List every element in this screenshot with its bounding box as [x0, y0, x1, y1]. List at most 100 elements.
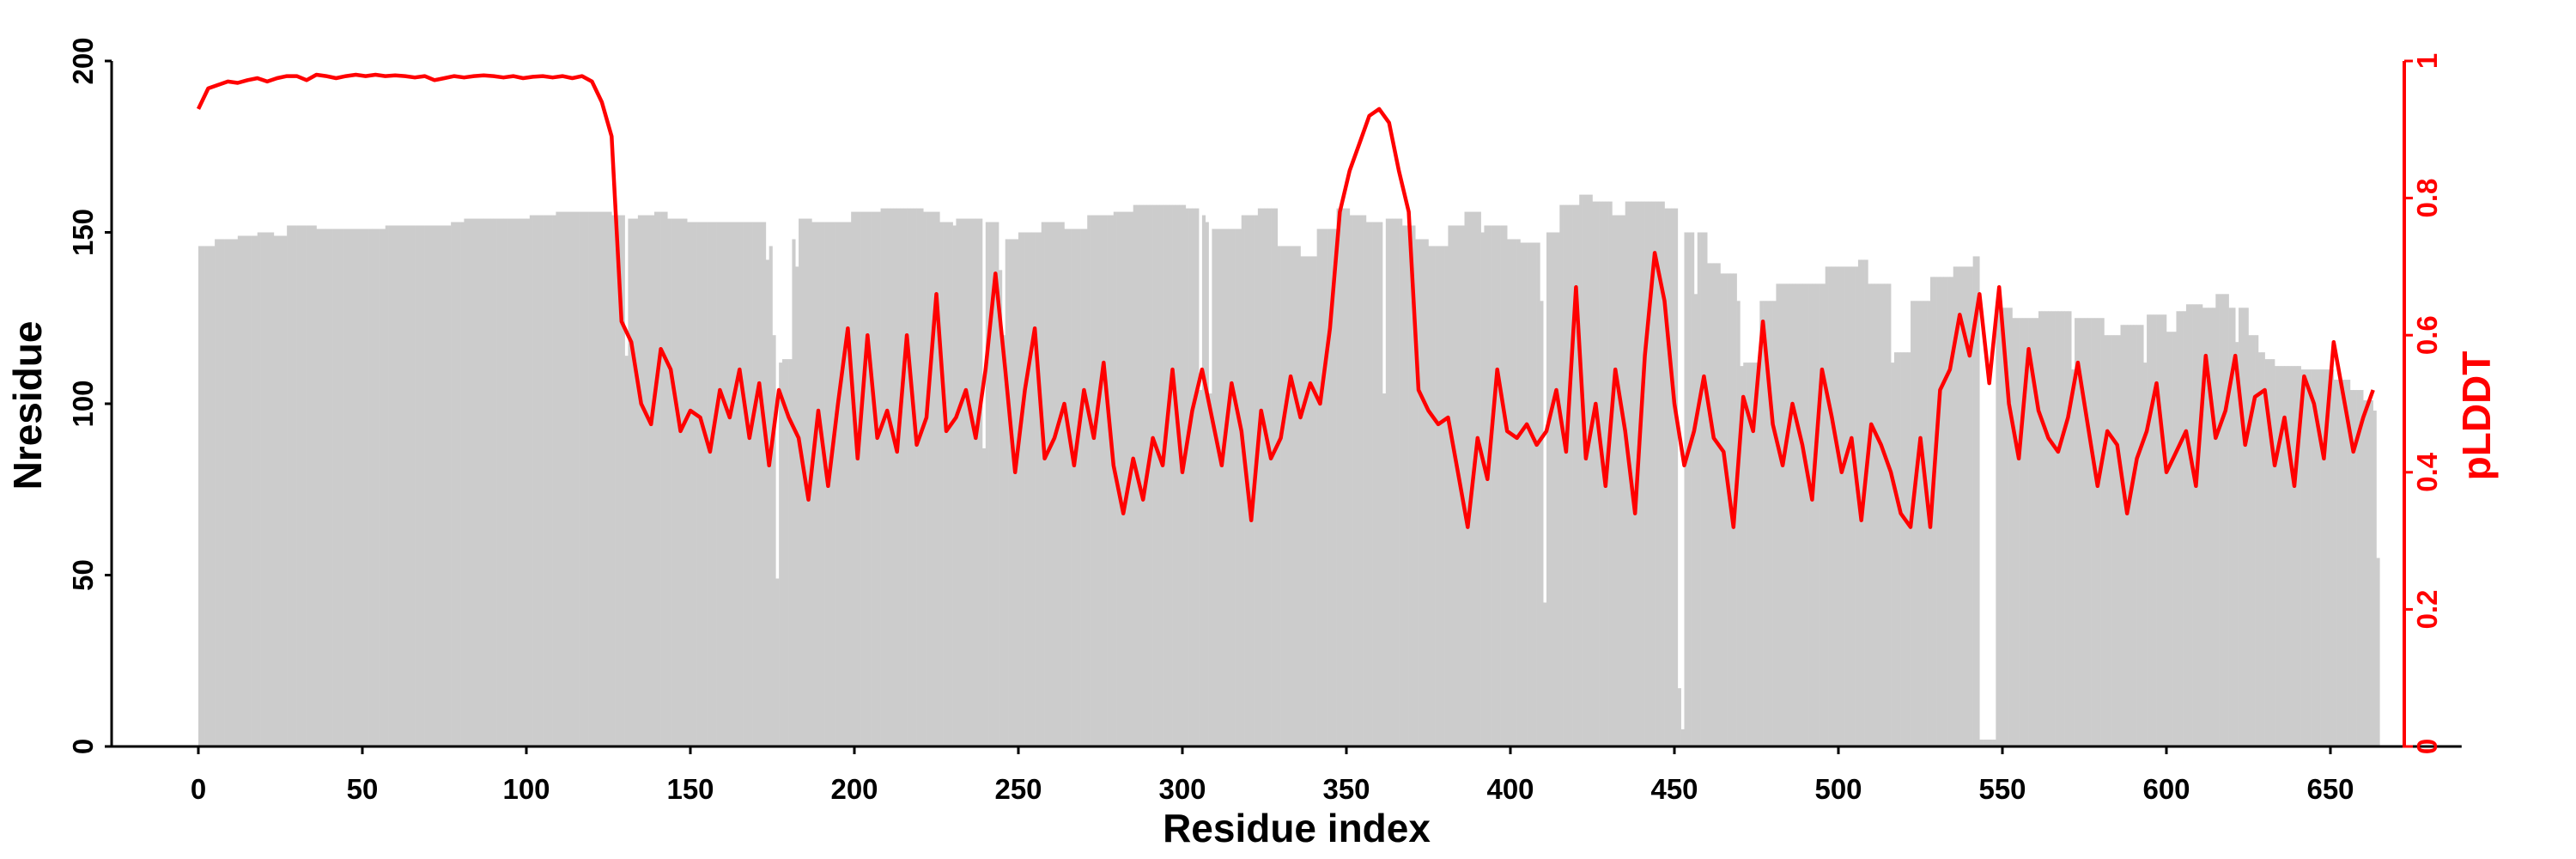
nresidue-bar [2353, 390, 2357, 746]
nresidue-bar [1303, 256, 1308, 746]
nresidue-bar [1359, 215, 1364, 747]
nresidue-bar [545, 215, 550, 747]
nresidue-bar [2324, 369, 2328, 746]
nresidue-bar [1871, 283, 1875, 747]
nresidue-bar [2176, 311, 2180, 746]
nresidue-bar [1992, 740, 1996, 746]
nresidue-bar [1536, 242, 1540, 747]
nresidue-bar [552, 215, 556, 747]
nresidue-bar [871, 211, 875, 746]
nresidue-bar [653, 211, 659, 746]
nresidue-bar [2179, 311, 2184, 746]
x-tick-label: 600 [2142, 773, 2190, 805]
nresidue-bar [221, 239, 225, 747]
nresidue-bar [1644, 201, 1649, 747]
nresidue-bar [336, 228, 340, 746]
x-tick-label: 400 [1486, 773, 1534, 805]
nresidue-bar [523, 218, 527, 747]
nresidue-bar [716, 222, 720, 746]
nresidue-bar [641, 215, 645, 747]
nresidue-bar [355, 228, 360, 746]
x-tick-label: 650 [2306, 773, 2354, 805]
nresidue-bar [598, 211, 603, 746]
nresidue-bar [736, 222, 740, 746]
nresidue-bar [1152, 204, 1157, 746]
nresidue-bar [939, 222, 944, 746]
nresidue-bar [1612, 215, 1616, 747]
nresidue-bar [2376, 557, 2380, 746]
nresidue-bar [1621, 215, 1625, 747]
nresidue-bar [1917, 301, 1921, 746]
nresidue-bar [1064, 228, 1068, 746]
y-tick-label-right: 0.2 [2411, 589, 2443, 629]
nresidue-bar [1619, 215, 1623, 747]
nresidue-bar [257, 232, 261, 746]
nresidue-bar [464, 218, 468, 747]
nresidue-bar [1343, 208, 1347, 746]
nresidue-bar [1048, 222, 1052, 746]
nresidue-bar [1589, 194, 1593, 747]
nresidue-bar [759, 222, 763, 746]
nresidue-bar [1320, 228, 1324, 746]
nresidue-bar [2149, 314, 2154, 746]
nresidue-bar [1455, 225, 1459, 746]
nresidue-bar [1923, 301, 1928, 746]
nresidue-bar [343, 228, 347, 746]
nresidue-bar [581, 211, 586, 746]
x-tick-label: 50 [347, 773, 379, 805]
nresidue-bar [1346, 208, 1351, 746]
nresidue-bar [565, 211, 569, 746]
nresidue-bar [2140, 325, 2144, 746]
nresidue-bar [1704, 232, 1708, 746]
nresidue-bar [844, 222, 848, 746]
x-tick-label: 150 [666, 773, 714, 805]
y-tick-label-left: 100 [67, 380, 99, 427]
nresidue-bar [379, 228, 383, 746]
nresidue-bar [792, 239, 796, 747]
nresidue-bar [434, 225, 439, 746]
nresidue-bar [1897, 352, 1901, 746]
nresidue-bar [2189, 304, 2193, 746]
nresidue-bar [1864, 259, 1868, 746]
nresidue-bar [1976, 256, 1980, 746]
nresidue-bar [1419, 239, 1423, 747]
nresidue-bar [1287, 246, 1291, 747]
nresidue-bar [264, 232, 268, 746]
nresidue-bar [811, 222, 816, 746]
nresidue-bar [963, 218, 967, 747]
nresidue-bar [489, 218, 495, 747]
nresidue-bar [1159, 204, 1163, 746]
nresidue-bar [293, 225, 297, 746]
nresidue-bar [1585, 194, 1589, 747]
nresidue-bar [2160, 314, 2164, 746]
nresidue-bar [1543, 602, 1547, 746]
nresidue-bar [1552, 232, 1557, 746]
y-tick-label-left: 200 [67, 37, 99, 84]
nresidue-bar [1716, 263, 1721, 746]
nresidue-bar [1051, 222, 1055, 746]
nresidue-bar [1091, 215, 1095, 747]
nresidue-bar [815, 222, 819, 746]
nresidue-bar [2356, 390, 2360, 746]
nresidue-bar [1123, 211, 1127, 746]
y-tick-label-left: 150 [67, 209, 99, 256]
nresidue-bar [1497, 225, 1501, 746]
nresidue-bar [1749, 362, 1753, 746]
nresidue-bar [1444, 246, 1449, 747]
axes: 0 50 100 150 200 250 300 350 400 450 500 550 600 6500… [67, 37, 2462, 805]
y-tick-label-right: 0.4 [2411, 452, 2443, 492]
nresidue-bar [726, 222, 731, 746]
nresidue-bar [1431, 246, 1436, 747]
nresidue-bar [2225, 294, 2229, 746]
nresidue-bar [1421, 239, 1425, 747]
nresidue-bar [2111, 335, 2115, 746]
nresidue-bar [1329, 228, 1334, 746]
nresidue-bar [709, 222, 714, 746]
nresidue-bar [1969, 266, 1973, 746]
nresidue-bar [1792, 283, 1796, 747]
nresidue-bar [2147, 314, 2151, 746]
nresidue-bar [1940, 277, 1944, 746]
nresidue-bar [559, 211, 563, 746]
nresidue-bar [1720, 273, 1724, 746]
